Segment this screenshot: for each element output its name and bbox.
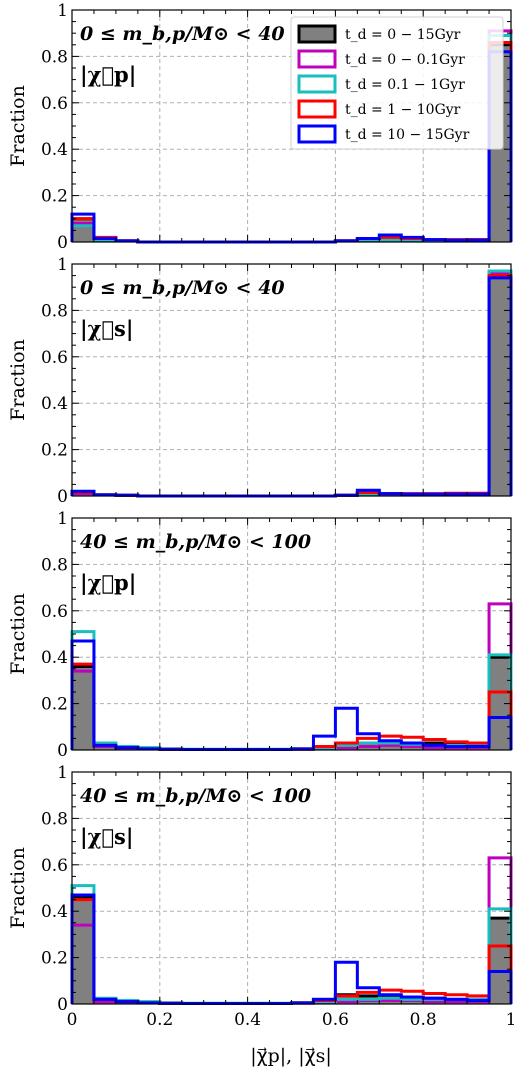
- y-tick-label: 0.8: [41, 555, 68, 575]
- legend-swatch: [297, 124, 337, 144]
- y-tick-label: 0.2: [41, 441, 68, 461]
- spin-component-label: |χ⃗p|: [80, 62, 136, 87]
- y-axis-label: Fraction: [7, 339, 29, 421]
- y-tick-label: 1: [57, 763, 68, 783]
- panel-4: 0 0.2 0.4 0.6 0.8 1 0 0.2 0.4 0.6 0.8 1 Fraction 40 ≤…: [7, 763, 516, 1030]
- y-tick-label: 1: [57, 255, 68, 275]
- legend: t_d = 0 − 15Gyr t_d = 0 − 0.1Gyr t_d = 0.1…: [290, 16, 504, 150]
- legend-swatch: [297, 74, 337, 94]
- y-tick-label: 0: [57, 741, 68, 761]
- x-tick-label: 0.4: [234, 1010, 261, 1030]
- histogram-step-series-2: [70, 602, 513, 752]
- y-axis-label: Fraction: [7, 85, 29, 167]
- histogram-bar: [93, 746, 116, 750]
- histogram-step-series-2: [70, 271, 513, 498]
- mass-range-label: 40 ≤ m_b,p/M⊙ < 100: [80, 785, 311, 807]
- histogram-step-series-2: [70, 856, 513, 1006]
- histogram-bar: [72, 666, 94, 750]
- panel-3: 0 0.2 0.4 0.6 0.8 1 Fraction 40 ≤ m_b,p/M⊙ < 10…: [7, 509, 513, 761]
- spin-component-label: |χ⃗p|: [80, 570, 136, 595]
- mass-range-label: 40 ≤ m_b,p/M⊙ < 100: [80, 531, 311, 553]
- histogram-step-series-4: [70, 662, 513, 752]
- legend-swatch: [297, 49, 337, 69]
- y-tick-label: 0.8: [41, 809, 68, 829]
- legend-label: t_d = 1 − 10Gyr: [345, 102, 461, 118]
- x-tick-label: 0.8: [410, 1010, 437, 1030]
- histogram-step-series-1: [70, 274, 513, 498]
- histogram-step-series-4: [70, 898, 513, 1006]
- histogram-bar: [489, 918, 511, 1004]
- x-tick-label: 1: [506, 1010, 516, 1030]
- legend-swatch: [297, 99, 337, 119]
- y-tick-label: 0: [57, 487, 68, 507]
- y-tick-label: 0.8: [41, 47, 68, 67]
- y-tick-label: 0.4: [41, 902, 68, 922]
- histogram-step-series-4: [70, 274, 513, 498]
- panel-2: 0 0.2 0.4 0.6 0.8 1 Fraction 0 ≤ m_b,p/M⊙ < 40 |…: [7, 255, 513, 507]
- y-tick-label: 0.2: [41, 695, 68, 715]
- histogram-step-series-3: [70, 630, 513, 751]
- x-tick-label: 0.6: [322, 1010, 349, 1030]
- y-tick-label: 0.6: [41, 348, 68, 368]
- mass-range-label: 0 ≤ m_b,p/M⊙ < 40: [80, 23, 285, 45]
- x-axis-label: |χ⃗p|, |χ⃗s|: [250, 1045, 332, 1067]
- histogram-step-series-3: [70, 884, 513, 1005]
- y-tick-label: 1: [57, 1, 68, 21]
- y-tick-label: 0.4: [41, 648, 68, 668]
- histogram-step-series-1: [70, 895, 513, 1006]
- histogram-bar: [72, 897, 94, 1004]
- legend-swatch: [297, 24, 337, 44]
- spin-component-label: |χ⃗s|: [80, 316, 134, 341]
- panels-group: 0 0.2 0.4 0.6 0.8 1 Fraction 0 ≤ m_b,p/M⊙ < 40 |…: [7, 1, 516, 1030]
- y-tick-label: 0.4: [41, 394, 68, 414]
- y-tick-label: 0.6: [41, 856, 68, 876]
- y-tick-label: 0.8: [41, 301, 68, 321]
- y-tick-label: 0.2: [41, 187, 68, 207]
- histogram-bar: [489, 657, 511, 750]
- legend-label: t_d = 0 − 15Gyr: [345, 27, 461, 43]
- y-tick-label: 0.2: [41, 949, 68, 969]
- y-tick-label: 0: [57, 233, 68, 253]
- x-tick-label: 0.2: [146, 1010, 173, 1030]
- y-axis-label: Fraction: [7, 593, 29, 675]
- y-axis-label: Fraction: [7, 847, 29, 929]
- legend-label: t_d = 0.1 − 1Gyr: [345, 77, 465, 93]
- y-tick-label: 0.6: [41, 602, 68, 622]
- histogram-bar: [489, 275, 511, 496]
- spin-component-label: |χ⃗s|: [80, 824, 134, 849]
- mass-range-label: 0 ≤ m_b,p/M⊙ < 40: [80, 277, 285, 299]
- legend-box: [290, 16, 504, 150]
- y-tick-label: 0.4: [41, 140, 68, 160]
- y-tick-label: 0.6: [41, 94, 68, 114]
- y-tick-label: 1: [57, 509, 68, 529]
- y-tick-label: 0: [57, 995, 68, 1015]
- legend-label: t_d = 10 − 15Gyr: [345, 127, 470, 143]
- x-tick-label: 0: [67, 1010, 78, 1030]
- legend-label: t_d = 0 − 0.1Gyr: [345, 52, 465, 68]
- histogram-step-series-3: [70, 269, 513, 498]
